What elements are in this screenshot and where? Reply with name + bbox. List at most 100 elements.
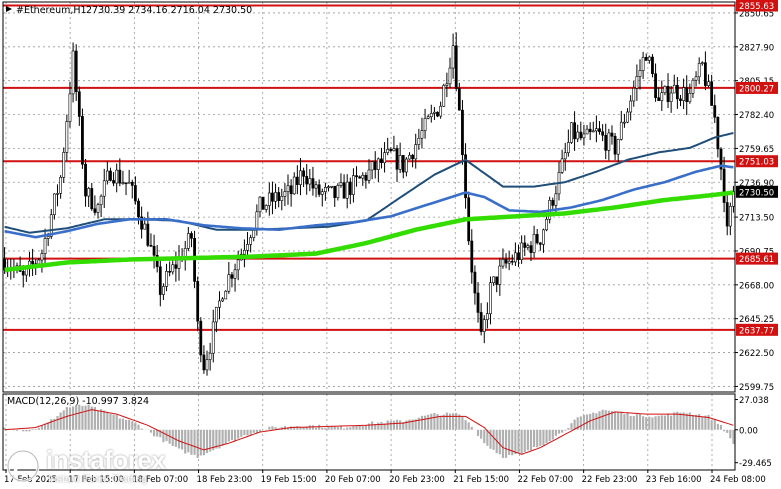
- price-tick-label: 2827.90: [739, 43, 774, 53]
- candle-body: [501, 259, 505, 267]
- price-axis[interactable]: 2850.652827.902805.152782.402759.652736.…: [735, 0, 778, 469]
- candle-body: [289, 185, 293, 195]
- candle-body: [31, 260, 34, 265]
- level-price-tag[interactable]: [736, 155, 778, 168]
- candle-body: [582, 133, 586, 139]
- candle-body: [267, 192, 271, 206]
- candle-body: [429, 113, 433, 118]
- candle-body: [112, 180, 115, 184]
- candle-body: [383, 152, 386, 164]
- candle-body: [327, 186, 330, 188]
- candle-body: [81, 116, 84, 165]
- candle-body: [224, 290, 228, 300]
- candle-body: [373, 161, 377, 170]
- candle-body: [675, 84, 679, 100]
- macd-header: MACD(12,26,9) -10.997 3.824: [7, 396, 149, 407]
- candle-body: [137, 200, 140, 218]
- candle-body: [641, 57, 645, 71]
- candle-body: [43, 238, 47, 254]
- candle-body: [510, 260, 514, 263]
- candle-body: [613, 135, 617, 155]
- candle-body: [626, 111, 629, 123]
- candle-body: [271, 192, 274, 202]
- candle-body: [476, 292, 480, 313]
- candle-body: [719, 148, 723, 170]
- collapse-arrow-icon[interactable]: [6, 6, 12, 12]
- candle-body: [295, 176, 299, 185]
- level-price-tag[interactable]: [736, 323, 778, 336]
- price-tick-label: 2690.75: [739, 247, 774, 257]
- price-tick-label: 2599.75: [739, 383, 774, 393]
- candle-body: [426, 116, 430, 119]
- candle-body: [610, 132, 614, 137]
- candle-body: [299, 170, 302, 185]
- candle-body: [174, 264, 178, 269]
- level-price-tag[interactable]: [736, 0, 778, 12]
- candle-body: [199, 320, 203, 356]
- candle-body: [205, 359, 209, 371]
- price-tick-label: 2622.50: [739, 349, 774, 359]
- time-tick-label: 20 Feb 07:00: [325, 475, 381, 485]
- macd-panel-border: [2, 393, 736, 471]
- candle-body: [302, 170, 305, 177]
- candle-body: [277, 192, 281, 201]
- candle-body: [632, 87, 636, 102]
- candle-body: [345, 181, 349, 199]
- candle-body: [311, 178, 315, 189]
- candle-body: [40, 253, 44, 261]
- level-price-tag[interactable]: [736, 81, 778, 94]
- candle-body: [725, 202, 729, 227]
- candle-body: [442, 85, 446, 107]
- time-tick-label: 17 Feb 2025: [4, 475, 57, 485]
- candle-body: [554, 193, 558, 206]
- candle-body: [339, 182, 343, 186]
- candle-body: [171, 264, 175, 273]
- level-price-tag[interactable]: [736, 252, 778, 265]
- candle-body: [115, 169, 119, 184]
- candle-body: [386, 149, 390, 153]
- candle-body: [489, 282, 492, 314]
- panel-borders: [2, 1, 736, 471]
- candle-body: [333, 185, 337, 198]
- candle-body: [551, 200, 555, 206]
- candle-body: [538, 242, 542, 245]
- candle-body: [423, 118, 427, 131]
- candle-body: [77, 91, 81, 117]
- candle-body: [233, 269, 237, 279]
- candle-body: [638, 70, 642, 77]
- candle-body: [336, 185, 340, 198]
- candle-body: [579, 131, 583, 139]
- candle-body: [697, 63, 701, 78]
- candle-body: [221, 298, 224, 302]
- candle-body: [230, 274, 234, 279]
- candle-body: [286, 185, 290, 192]
- current-price-tag[interactable]: [736, 185, 778, 198]
- candle-body: [99, 195, 103, 205]
- candle-body: [439, 105, 443, 117]
- candle-body: [398, 155, 402, 170]
- candle-body: [570, 122, 573, 143]
- ma-mid-line: [4, 164, 734, 239]
- candle-body: [629, 100, 633, 113]
- candle-body: [504, 259, 508, 264]
- candle-body: [560, 158, 564, 173]
- candle-body: [186, 233, 190, 249]
- candle-body: [710, 81, 714, 106]
- candle-body: [448, 67, 452, 85]
- level-price-label: 2637.77: [739, 326, 774, 336]
- price-tick-label: 2759.65: [739, 145, 774, 155]
- candle-body: [657, 97, 661, 101]
- candle-body: [367, 169, 371, 181]
- current-price-label: 2730.50: [739, 188, 774, 198]
- candle-body: [526, 245, 530, 248]
- time-tick-label: 24 Feb 08:00: [710, 475, 766, 485]
- time-tick-label: 19 Feb 15:00: [261, 475, 317, 485]
- candle-body: [691, 79, 695, 94]
- candle-body: [358, 176, 362, 179]
- main-grid: [3, 2, 735, 392]
- candle-body: [121, 182, 125, 185]
- candle-body: [482, 319, 486, 332]
- candle-body: [214, 306, 218, 323]
